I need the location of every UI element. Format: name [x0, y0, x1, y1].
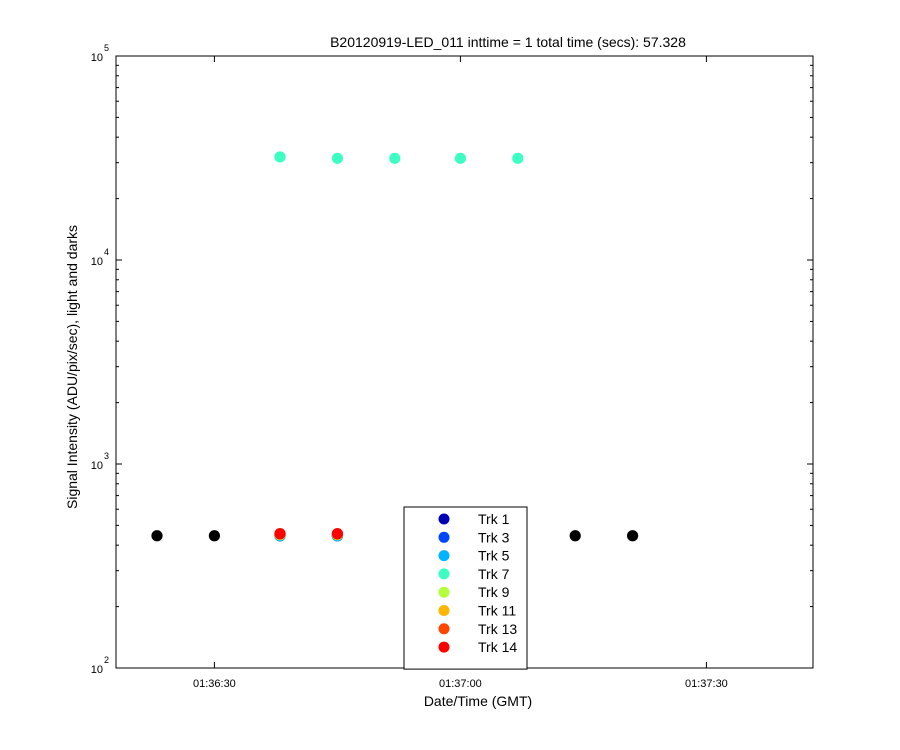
- legend: Trk 1 Trk 3 Trk 5 Trk 7 Trk 9 Trk 11 Trk 13 Trk…: [403, 506, 528, 670]
- x-axis-label: Date/Time (GMT): [424, 693, 532, 709]
- dark-point: [208, 530, 220, 542]
- chart-title: B20120919-LED_011 inttime = 1 total time…: [330, 34, 686, 50]
- legend-marker: [438, 641, 450, 653]
- y-tick-label: 10: [91, 256, 103, 268]
- legend-marker: [438, 586, 450, 598]
- y-tick-label: 10: [91, 664, 103, 676]
- legend-label: Trk 13: [478, 621, 517, 637]
- data-point-trk-7: [454, 152, 466, 164]
- legend-marker: [438, 623, 450, 635]
- y-tick-exponent: 2: [104, 655, 109, 665]
- legend-label: Trk 3: [478, 529, 510, 545]
- y-tick-label: 10: [91, 460, 103, 472]
- data-point-trk-7: [274, 151, 286, 163]
- legend-label: Trk 5: [478, 548, 510, 564]
- dark-point: [569, 530, 581, 542]
- x-tick-label: 01:36:30: [193, 678, 236, 690]
- legend-marker: [438, 513, 450, 525]
- legend-label: Trk 11: [478, 603, 516, 619]
- legend-box: [403, 506, 528, 670]
- y-tick-exponent: 3: [104, 451, 109, 461]
- legend-label: Trk 9: [478, 584, 510, 600]
- data-point-trk-7: [389, 152, 401, 164]
- legend-marker: [438, 605, 450, 616]
- data-point-trk-7: [331, 152, 343, 164]
- legend-label: Trk 7: [478, 566, 510, 582]
- legend-label: Trk 1: [478, 511, 510, 527]
- data-point-trk-14: [274, 528, 286, 540]
- legend-marker: [438, 531, 450, 543]
- y-axis-label: Signal Intensity (ADU/pix/sec), light an…: [64, 225, 80, 509]
- x-tick-label: 01:37:00: [439, 678, 482, 690]
- legend-marker: [438, 568, 450, 580]
- dark-point: [151, 530, 163, 542]
- legend-label: Trk 14: [478, 639, 517, 655]
- legend-marker: [438, 550, 450, 562]
- data-point-trk-7: [512, 152, 524, 164]
- y-tick-exponent: 5: [104, 43, 109, 53]
- dark-point: [627, 530, 639, 542]
- data-point-trk-14: [331, 528, 343, 540]
- x-tick-label: 01:37:30: [685, 678, 728, 690]
- y-tick-label: 10: [91, 52, 103, 64]
- y-tick-exponent: 4: [104, 247, 109, 257]
